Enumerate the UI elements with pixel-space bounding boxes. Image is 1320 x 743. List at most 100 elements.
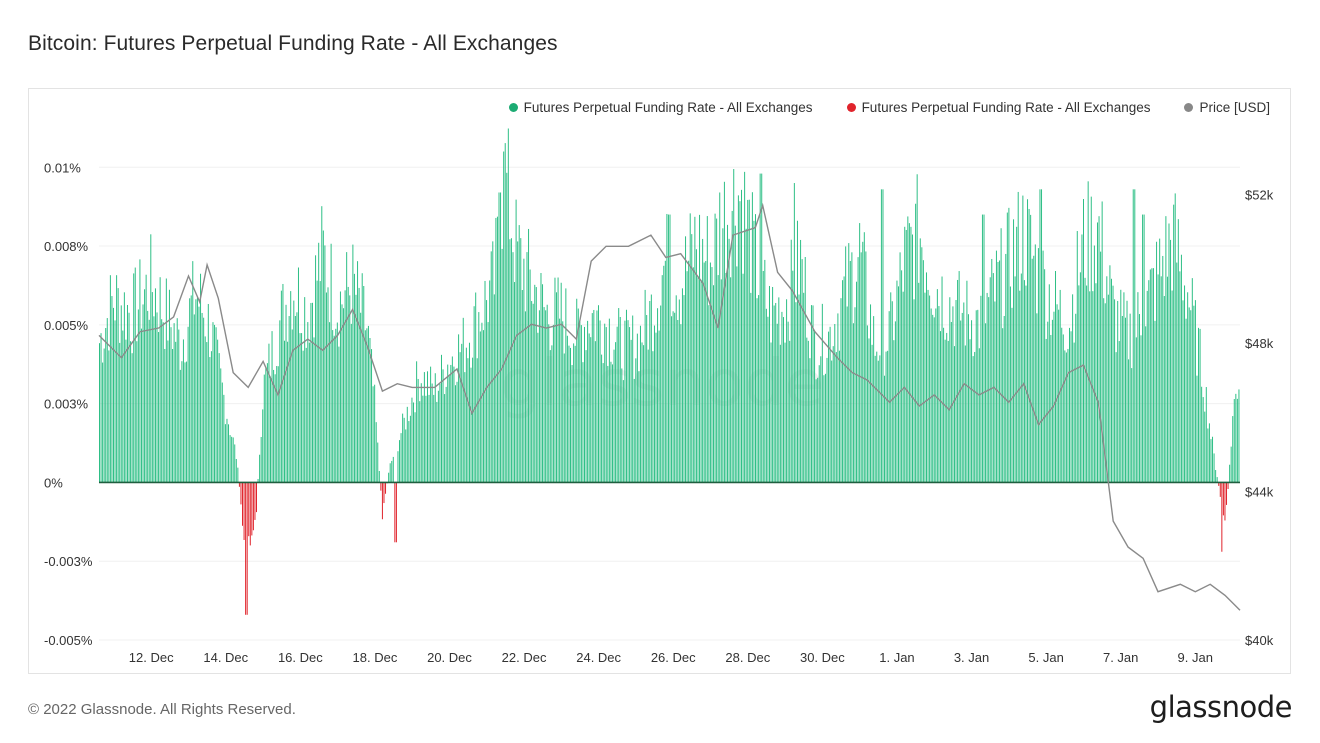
funding-bar-positive [720, 279, 722, 483]
funding-bar-positive [725, 272, 727, 483]
funding-bar-positive [1023, 280, 1025, 483]
funding-bar-positive [126, 304, 128, 483]
funding-bar-positive [269, 376, 271, 483]
funding-bar-positive [285, 304, 287, 483]
funding-bar-positive [860, 252, 862, 483]
funding-bar-positive [692, 267, 694, 483]
legend-item-negative[interactable]: Futures Perpetual Funding Rate - All Exc… [846, 100, 1150, 115]
funding-bar-positive [1184, 285, 1186, 483]
funding-bar-positive [1064, 350, 1066, 483]
funding-bar-positive [1078, 285, 1080, 483]
funding-bar-positive [450, 364, 452, 483]
funding-bar-positive [335, 328, 337, 483]
funding-bar-positive [459, 352, 461, 483]
funding-bar-positive [664, 260, 666, 483]
funding-bar-positive [683, 295, 685, 483]
funding-bar-positive [353, 273, 355, 483]
funding-bar-positive [801, 259, 803, 483]
funding-bar-positive [1028, 208, 1030, 483]
funding-bar-positive [1086, 285, 1088, 483]
funding-bar-positive [1045, 338, 1047, 483]
funding-bar-positive [122, 330, 124, 483]
funding-bar-positive [186, 361, 188, 483]
funding-bar-positive [807, 340, 809, 483]
funding-bar-positive [262, 409, 264, 483]
funding-bar-positive [492, 241, 494, 483]
funding-bar-positive [568, 345, 570, 483]
funding-bar-positive [181, 361, 183, 483]
funding-bar-positive [1149, 269, 1151, 483]
funding-bar-positive [594, 341, 596, 483]
funding-bar-positive [870, 304, 872, 483]
funding-bar-positive [898, 286, 900, 483]
funding-bar-positive [630, 339, 632, 483]
funding-bar-positive [111, 296, 113, 483]
funding-bar-positive [1096, 222, 1098, 483]
funding-bar-positive [627, 320, 629, 483]
funding-bar-positive [1073, 342, 1075, 483]
funding-bar-positive [1081, 234, 1083, 483]
funding-bar-positive [1118, 341, 1120, 483]
legend-item-positive[interactable]: Futures Perpetual Funding Rate - All Exc… [508, 100, 813, 115]
funding-bar-positive [1174, 193, 1176, 483]
funding-bar-positive [313, 337, 315, 483]
funding-bar-positive [546, 304, 548, 483]
funding-bar-positive [556, 292, 558, 483]
glassnode-logo[interactable]: glassnode [1149, 690, 1293, 724]
legend-label-positive: Futures Perpetual Funding Rate - All Exc… [523, 100, 813, 115]
funding-bar-positive [468, 342, 470, 483]
funding-bar-positive [983, 214, 985, 483]
funding-bar-positive [514, 282, 516, 483]
funding-bar-positive [871, 344, 873, 483]
funding-bar-positive [226, 418, 228, 483]
funding-bar-positive [717, 275, 719, 483]
funding-bar-positive [560, 282, 562, 483]
funding-bar-positive [989, 277, 991, 483]
funding-bar-positive [210, 351, 212, 483]
funding-bar-positive [288, 316, 290, 483]
funding-bar-positive [277, 366, 279, 483]
funding-bar-positive [919, 238, 921, 483]
funding-bar-positive [109, 275, 111, 483]
funding-bar-positive [681, 288, 683, 483]
funding-bar-positive [915, 203, 917, 483]
funding-bar-positive [133, 273, 135, 483]
funding-bar-positive [910, 226, 912, 483]
funding-bar-positive [159, 277, 161, 483]
funding-bar-positive [341, 304, 343, 483]
funding-bar-positive [671, 316, 673, 483]
funding-bar-positive [663, 265, 665, 483]
funding-bar-positive [371, 349, 373, 483]
copyright-footer: © 2022 Glassnode. All Rights Reserved. [28, 701, 296, 718]
funding-bar-positive [1168, 223, 1170, 483]
funding-bar-positive [768, 285, 770, 483]
funding-bar-positive [944, 339, 946, 483]
funding-bar-positive [1034, 244, 1036, 483]
funding-bar-positive [165, 278, 167, 483]
funding-bar-positive [456, 381, 458, 483]
funding-bar-positive [1123, 292, 1125, 483]
funding-bar-positive [621, 368, 623, 483]
funding-bar-positive [694, 216, 696, 483]
funding-bar-positive [1075, 313, 1077, 483]
funding-bar-positive [372, 386, 374, 483]
funding-bar-positive [1093, 245, 1095, 483]
funding-bar-positive [257, 478, 259, 483]
funding-bar-positive [162, 322, 164, 483]
funding-bar-positive [554, 277, 556, 483]
funding-bar-positive [714, 213, 716, 483]
funding-bar-positive [733, 169, 735, 483]
funding-bar-positive [128, 312, 130, 483]
funding-bar-positive [775, 302, 777, 483]
legend-item-price[interactable]: Price [USD] [1184, 100, 1270, 115]
funding-bar-positive [1137, 292, 1139, 483]
funding-bar-positive [806, 337, 808, 483]
funding-bar-negative [238, 482, 240, 487]
funding-bar-positive [776, 323, 778, 483]
funding-bar-positive [842, 280, 844, 483]
funding-bar-positive [308, 342, 310, 483]
funding-bar-positive [520, 238, 522, 483]
funding-bar-positive [1207, 428, 1209, 483]
funding-bar-positive [117, 288, 119, 483]
funding-bar-positive [699, 214, 701, 483]
